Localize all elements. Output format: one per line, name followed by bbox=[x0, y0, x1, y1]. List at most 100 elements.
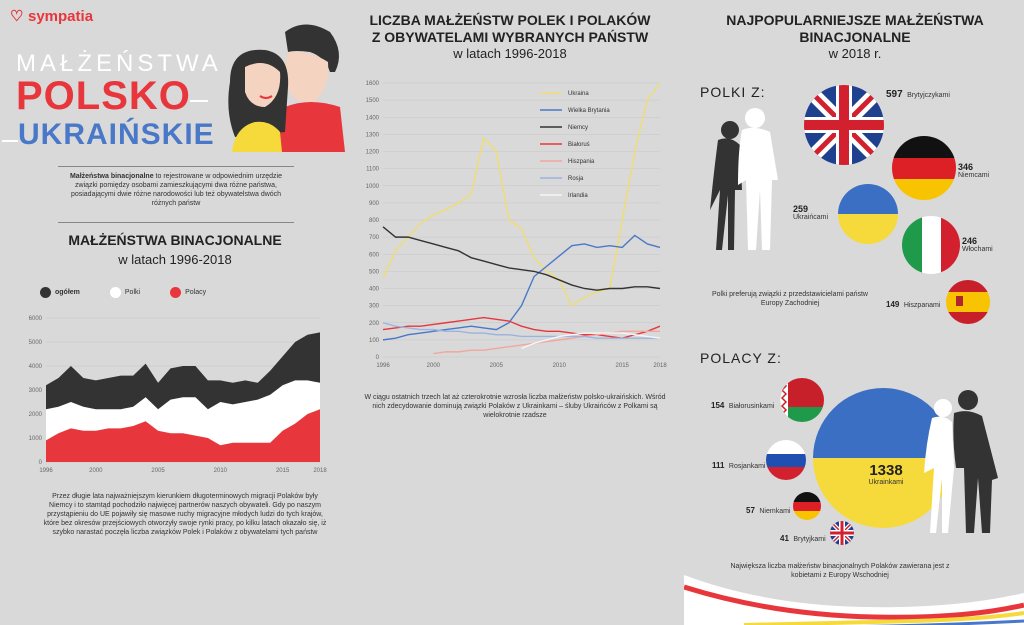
legend-swatch bbox=[40, 287, 51, 298]
y-tick-label: 1000 bbox=[366, 184, 380, 190]
x-tick-label: 2000 bbox=[427, 363, 441, 369]
couple-illustration bbox=[228, 24, 345, 152]
germany-flag-icon bbox=[793, 492, 821, 520]
y-tick-label: 0 bbox=[39, 460, 43, 466]
polacy-item: 154 Białorusinkami bbox=[711, 401, 775, 410]
y-tick-label: 0 bbox=[376, 355, 380, 361]
definition-text: Małżeństwa binacjonalne to rejestrowane … bbox=[69, 173, 283, 207]
area-chart: 0 1000 2000 3000 4000 5000 6000 1996 2000 2005 201… bbox=[29, 316, 328, 474]
polacy-heading: POLACY Z: bbox=[700, 350, 782, 366]
x-tick-label: 2010 bbox=[214, 468, 228, 474]
line-series-Hiszpania bbox=[433, 330, 660, 355]
legend-swatch bbox=[109, 287, 121, 298]
belarus-flag-icon bbox=[780, 378, 824, 422]
y-tick-label: 4000 bbox=[29, 364, 43, 370]
line-chart: 0 100 200 300 400 500 600 700 800 900 1000 1100 1200… bbox=[366, 81, 668, 369]
y-tick-label: 800 bbox=[369, 218, 380, 224]
middle-title-line1: LICZBA MAŁŻEŃSTW POLEK I POLAKÓW bbox=[369, 12, 651, 28]
italy-flag-icon bbox=[902, 216, 960, 274]
area-series-Polacy bbox=[46, 409, 320, 462]
y-tick-label: 6000 bbox=[29, 316, 43, 322]
legend-label: Niemcy bbox=[568, 125, 588, 131]
polacy-item: 111 Rosjankami bbox=[712, 461, 766, 470]
middle-section-note: W ciągu ostatnich trzech lat aż czterokr… bbox=[364, 394, 666, 419]
y-tick-label: 1600 bbox=[366, 81, 380, 87]
russia-flag-icon bbox=[766, 440, 806, 480]
x-tick-label: 2018 bbox=[653, 363, 667, 369]
line-series-Wielka Brytania bbox=[382, 234, 661, 341]
left-section-subtitle: w latach 1996-2018 bbox=[118, 252, 232, 267]
x-tick-label: 2018 bbox=[313, 468, 327, 474]
y-tick-label: 1100 bbox=[366, 167, 380, 173]
header-line1: MAŁŻEŃSTWA bbox=[16, 50, 222, 77]
germany-flag-icon bbox=[892, 136, 956, 200]
uk-flag-icon bbox=[804, 85, 884, 165]
x-tick-label: 2000 bbox=[89, 468, 103, 474]
line-series-Niemcy bbox=[382, 226, 661, 291]
polki-note: Polki preferują związki z przedstawiciel… bbox=[711, 291, 868, 307]
y-tick-label: 1300 bbox=[366, 132, 380, 138]
divider bbox=[58, 222, 294, 223]
polacy-note: Największa liczba małżeństw binacjonalny… bbox=[730, 563, 950, 579]
x-tick-label: 1996 bbox=[376, 363, 390, 369]
polki-item: 597 Brytyjczykami bbox=[886, 89, 950, 100]
legend-swatch bbox=[170, 287, 182, 298]
y-tick-label: 1000 bbox=[29, 436, 43, 442]
decorative-wave bbox=[684, 575, 1024, 625]
right-title-line2: BINACJONALNE bbox=[799, 29, 911, 45]
legend-label: Wielka Brytania bbox=[568, 108, 610, 114]
polki-heading: POLKI Z: bbox=[700, 84, 766, 100]
polacy-item: 41 Brytyjkami bbox=[780, 534, 826, 543]
polki-item: 346 Niemcami bbox=[958, 162, 990, 179]
y-tick-label: 3000 bbox=[29, 388, 43, 394]
middle-subtitle: w latach 1996-2018 bbox=[453, 46, 567, 61]
line-series-Irlandia bbox=[521, 332, 661, 350]
polki-item: 246 Włochami bbox=[962, 236, 993, 253]
ukraine-flag-icon bbox=[838, 184, 898, 244]
header-dash-2 bbox=[2, 140, 18, 142]
y-tick-label: 1200 bbox=[366, 150, 380, 156]
right-subtitle: w 2018 r. bbox=[828, 46, 882, 61]
line-series-Rosja bbox=[382, 322, 660, 339]
y-tick-label: 100 bbox=[369, 338, 380, 344]
polki-item: 259 Ukraińcami bbox=[793, 204, 829, 221]
header-line3: UKRAIŃSKIE bbox=[18, 118, 215, 151]
y-tick-label: 200 bbox=[369, 321, 380, 327]
polacy-item: 57 Niemkami bbox=[746, 506, 791, 515]
uk-flag-icon bbox=[830, 521, 854, 545]
x-tick-label: 2015 bbox=[616, 363, 630, 369]
legend-label: Rosja bbox=[568, 176, 584, 182]
y-tick-label: 300 bbox=[369, 304, 380, 310]
header-line2: POLSKO bbox=[16, 74, 191, 118]
divider bbox=[58, 166, 294, 167]
y-tick-label: 900 bbox=[369, 201, 380, 207]
legend-item: ogółem bbox=[40, 287, 80, 298]
legend-label: Białoruś bbox=[568, 142, 590, 148]
area-chart-legend: ogółem Polki Polacy bbox=[40, 287, 206, 298]
sympatia-logo: ♡ sympatia bbox=[10, 8, 94, 25]
y-tick-label: 1400 bbox=[366, 115, 380, 121]
x-tick-label: 2015 bbox=[276, 468, 290, 474]
x-tick-label: 1996 bbox=[39, 468, 53, 474]
line-series-Ukraina bbox=[382, 82, 661, 307]
legend-item: Polki bbox=[109, 287, 140, 298]
left-section-title: MAŁŻEŃSTWA BINACJONALNE bbox=[68, 232, 282, 248]
y-tick-label: 400 bbox=[369, 287, 380, 293]
y-tick-label: 500 bbox=[369, 269, 380, 275]
y-tick-label: 2000 bbox=[29, 412, 43, 418]
line-series-Białoruś bbox=[382, 316, 661, 339]
x-tick-label: 2005 bbox=[490, 363, 504, 369]
legend-label: Hiszpania bbox=[568, 159, 595, 165]
x-tick-label: 2010 bbox=[553, 363, 567, 369]
right-title-line1: NAJPOPULARNIEJSZE MAŁŻEŃSTWA bbox=[726, 12, 984, 28]
legend-label: Ukraina bbox=[568, 91, 589, 97]
spain-flag-icon bbox=[946, 280, 990, 324]
y-tick-label: 600 bbox=[369, 252, 380, 258]
legend-item: Polacy bbox=[170, 287, 206, 298]
couple-silhouette bbox=[710, 108, 778, 250]
left-section-note: Przez długie lata najważniejszym kierunk… bbox=[43, 493, 327, 536]
legend-label: Irlandia bbox=[568, 193, 588, 199]
heart-icon: ♡ bbox=[10, 8, 24, 25]
y-tick-label: 5000 bbox=[29, 340, 43, 346]
polacy-item: 1338 Ukrainkami bbox=[868, 462, 904, 486]
